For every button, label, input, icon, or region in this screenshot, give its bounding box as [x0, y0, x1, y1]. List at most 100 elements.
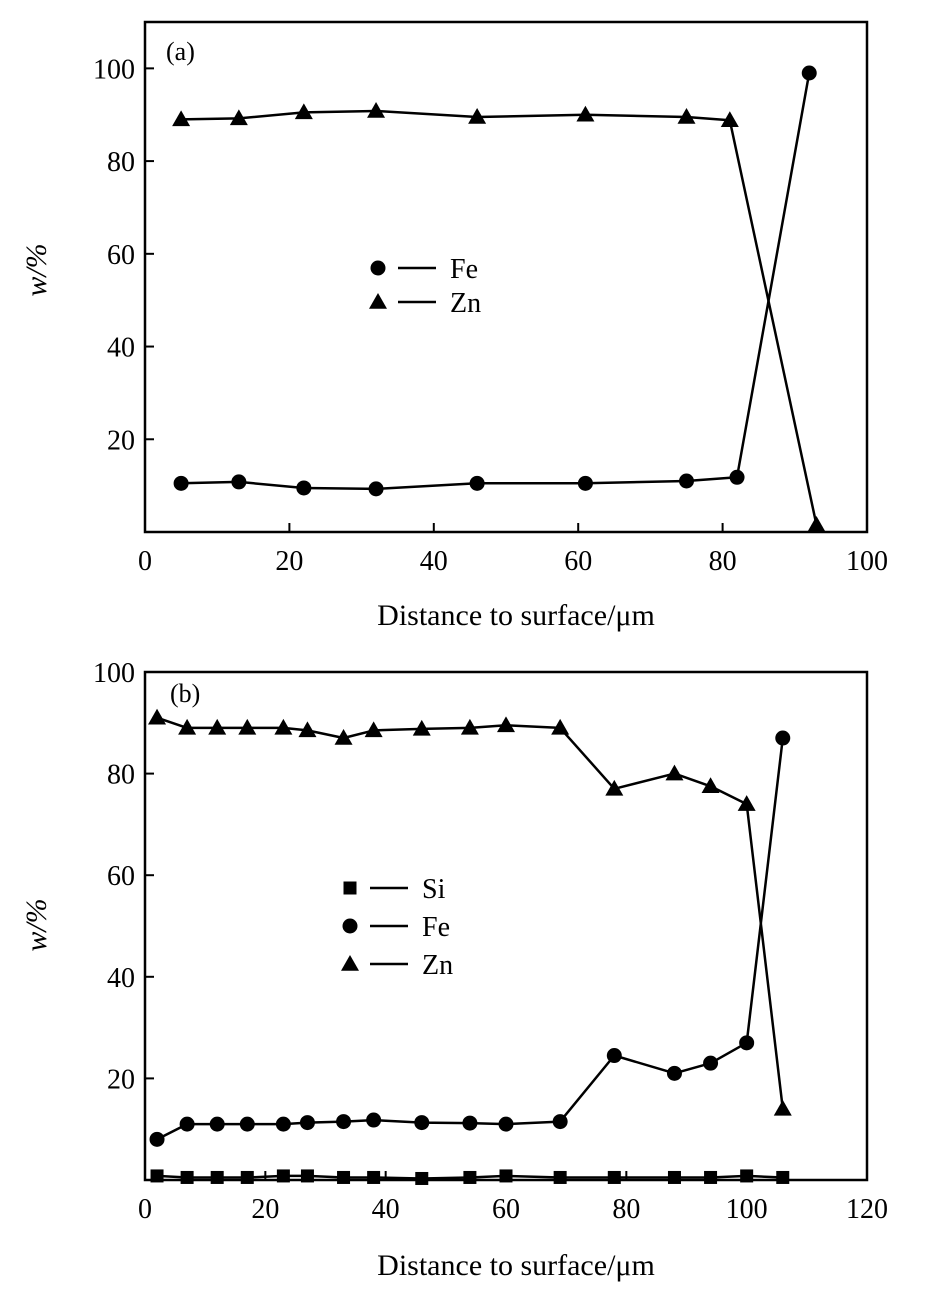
data-point-fe	[299, 1115, 315, 1131]
data-point-zn	[178, 718, 197, 735]
data-point-fe	[231, 474, 247, 490]
data-point-fe	[552, 1114, 568, 1130]
legend-marker-zn	[369, 293, 387, 309]
data-point-zn	[294, 103, 313, 120]
data-point-fe	[666, 1065, 682, 1081]
data-point-si	[180, 1170, 194, 1184]
legend-marker-fe	[370, 260, 386, 276]
x-tick-label: 0	[138, 1194, 152, 1225]
legend-label-si: Si	[422, 874, 446, 905]
x-tick-label: 100	[846, 546, 888, 577]
panel-label: (a)	[166, 37, 195, 66]
data-point-zn	[576, 105, 595, 122]
data-point-zn	[238, 718, 257, 735]
data-point-fe	[149, 1131, 165, 1147]
series-zn	[148, 708, 792, 1116]
y-tick-label: 40	[107, 333, 135, 364]
legend-label-fe: Fe	[450, 254, 478, 285]
legend-label-fe: Fe	[422, 912, 450, 943]
data-point-si	[367, 1170, 381, 1184]
x-tick-label: 20	[251, 1194, 279, 1225]
data-point-fe	[336, 1114, 352, 1130]
data-point-zn	[229, 109, 248, 126]
data-point-zn	[364, 721, 383, 738]
y-tick-label: 100	[93, 54, 135, 85]
legend-marker-fe	[342, 918, 358, 934]
data-point-si	[300, 1169, 314, 1183]
legend-marker-si	[343, 881, 357, 895]
data-point-zn	[497, 716, 515, 733]
data-point-zn	[720, 111, 739, 128]
data-point-si	[704, 1170, 718, 1184]
plot-frame	[143, 670, 869, 1182]
data-point-fe	[239, 1116, 255, 1132]
data-point-si	[240, 1170, 254, 1184]
series-line-zn	[181, 109, 818, 526]
data-point-fe	[173, 475, 189, 491]
series-zn	[172, 102, 826, 532]
x-axis-title: Distance to surface/μm	[377, 599, 655, 632]
data-point-zn	[677, 108, 696, 124]
data-point-si	[150, 1169, 164, 1183]
y-axis-title: w/%	[20, 898, 53, 951]
data-point-si	[210, 1170, 224, 1184]
series-line-fe	[181, 72, 811, 491]
data-point-zn	[334, 729, 353, 745]
x-tick-label: 40	[372, 1194, 400, 1225]
data-point-fe	[739, 1035, 755, 1051]
y-tick-label: 20	[107, 1064, 135, 1095]
data-point-fe	[462, 1115, 478, 1131]
x-tick-label: 100	[726, 1194, 768, 1225]
plot-frame	[143, 20, 869, 534]
data-point-si	[776, 1170, 790, 1184]
y-tick-label: 80	[107, 147, 135, 178]
data-point-si	[607, 1170, 621, 1184]
data-point-zn	[737, 795, 756, 811]
x-axis-title: Distance to surface/μm	[377, 1249, 655, 1282]
data-point-fe	[368, 481, 384, 497]
x-tick-label: 120	[846, 1194, 888, 1225]
data-point-zn	[468, 108, 487, 124]
series-line-fe	[156, 737, 785, 1141]
data-point-fe	[801, 65, 817, 81]
data-point-zn	[460, 718, 479, 735]
data-point-fe	[703, 1055, 719, 1071]
legend: Si Fe Zn	[341, 874, 453, 981]
data-point-fe	[179, 1116, 195, 1132]
data-point-zn	[298, 721, 317, 738]
data-point-zn	[412, 719, 431, 736]
data-point-zn	[701, 777, 720, 794]
x-tick-label: 80	[709, 546, 737, 577]
series-line-zn	[156, 716, 785, 1110]
data-point-zn	[807, 516, 826, 532]
y-tick-label: 40	[107, 963, 135, 994]
data-point-si	[667, 1170, 681, 1184]
data-point-si	[463, 1170, 477, 1184]
legend-marker-zn	[341, 955, 359, 971]
data-point-zn	[148, 708, 167, 725]
data-point-fe	[209, 1116, 225, 1132]
data-point-fe	[606, 1048, 622, 1064]
y-tick-label: 100	[93, 658, 135, 689]
data-point-zn	[208, 718, 227, 735]
data-point-si	[740, 1169, 754, 1183]
data-point-zn	[605, 779, 624, 796]
data-point-fe	[296, 480, 312, 496]
data-point-zn	[367, 102, 386, 118]
data-point-si	[276, 1169, 290, 1183]
data-point-fe	[679, 473, 694, 489]
y-tick-label: 20	[107, 425, 135, 456]
legend-label-zn: Zn	[450, 288, 481, 319]
data-point-fe	[414, 1115, 430, 1131]
chart-panel-a: (a) 0 20 40 60 80 100 20 40 60 80 100 Distance to su…	[20, 20, 888, 632]
data-point-fe	[577, 475, 593, 491]
data-point-fe	[275, 1116, 291, 1132]
legend-label-zn: Zn	[422, 950, 453, 981]
data-point-zn	[773, 1099, 792, 1116]
panel-label: (b)	[170, 679, 200, 708]
data-point-zn	[172, 110, 191, 127]
series-si	[150, 1169, 790, 1185]
data-point-zn	[274, 718, 293, 735]
